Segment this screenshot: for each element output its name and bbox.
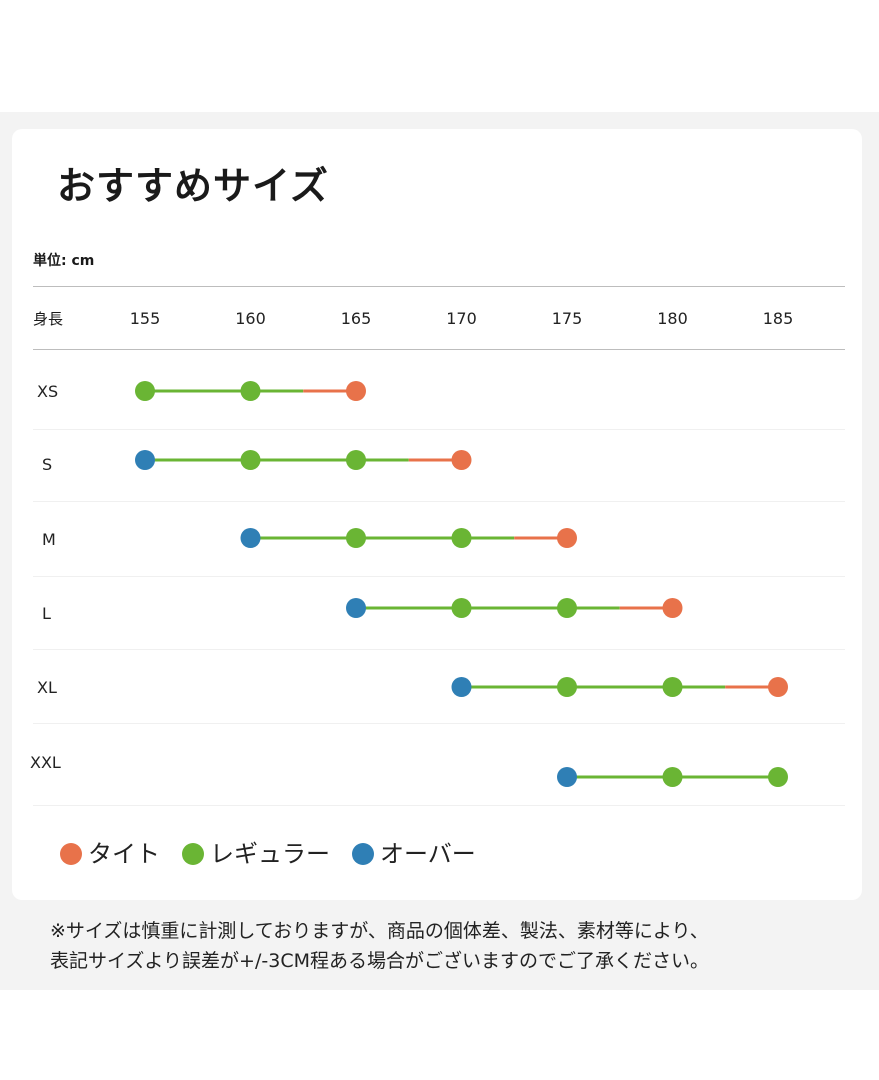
row-divider [33,805,845,806]
dot-l-175-regular [557,598,577,618]
dot-m-160-over [240,528,261,548]
dot-xs-160-regular [240,381,261,401]
legend: タイト レギュラー オーバー [60,838,498,870]
dot-xs-155-regular [135,381,155,401]
dot-xxl-175-over [557,767,577,787]
row-divider [33,576,845,577]
dot-xl-175-regular [557,677,577,697]
tick-label-165: 165 [340,309,372,328]
dot-m-165-regular [346,528,366,548]
size-label-l: L [42,604,51,623]
disclaimer-note: ※サイズは慎重に計測しておりますが、商品の個体差、製法、素材等により、 表記サイ… [50,916,850,976]
page-title: おすすめサイズ [57,164,329,208]
disclaimer-line-2: 表記サイズより誤差が+/-3CM程ある場合がございますのでご了承ください。 [50,950,709,972]
header-bottom-divider [33,349,845,350]
size-label-s: S [42,455,53,474]
dot-m-175-tight [557,528,577,548]
dot-l-170-regular [451,598,472,618]
dot-s-155-over [135,450,155,470]
size-label-m: M [42,530,56,549]
dot-xs-165-tight [346,381,366,401]
legend-item-over: オーバー [352,838,476,870]
tick-label-160: 160 [235,309,266,328]
size-label-xl: XL [37,678,57,697]
dot-s-165-regular [346,450,366,470]
legend-item-tight: タイト [60,838,160,870]
unit-label: 単位: cm [33,253,95,269]
tick-label-185: 185 [762,309,794,328]
legend-swatch-tight [60,843,82,865]
legend-label-tight: タイト [88,840,160,868]
height-axis-label: 身長 [33,310,64,328]
dot-xxl-180-regular [662,767,683,787]
disclaimer-line-1: ※サイズは慎重に計測しておりますが、商品の個体差、製法、素材等により、 [50,920,709,942]
size-label-xs: XS [37,382,59,401]
dot-xl-185-tight [768,677,788,697]
dot-s-170-tight [451,450,472,470]
row-divider [33,501,845,502]
size-chart-card [12,129,862,900]
size-label-xxl: XXL [30,753,61,772]
tick-label-170: 170 [446,309,477,328]
tick-label-155: 155 [129,309,161,328]
legend-swatch-regular [182,843,204,865]
tick-label-175: 175 [551,309,583,328]
dot-m-170-regular [451,528,472,548]
dot-s-160-regular [240,450,261,470]
header-top-divider [33,286,845,287]
legend-item-regular: レギュラー [182,838,330,870]
dot-xxl-185-regular [768,767,788,787]
dot-xl-180-regular [662,677,683,697]
row-divider [33,723,845,724]
row-divider [33,649,845,650]
tick-label-180: 180 [657,309,688,328]
legend-swatch-over [352,843,374,865]
dot-xl-170-over [451,677,472,697]
legend-label-over: オーバー [380,840,476,868]
dot-l-165-over [346,598,366,618]
dot-l-180-tight [662,598,683,618]
legend-label-regular: レギュラー [210,840,330,868]
row-divider [33,429,845,430]
